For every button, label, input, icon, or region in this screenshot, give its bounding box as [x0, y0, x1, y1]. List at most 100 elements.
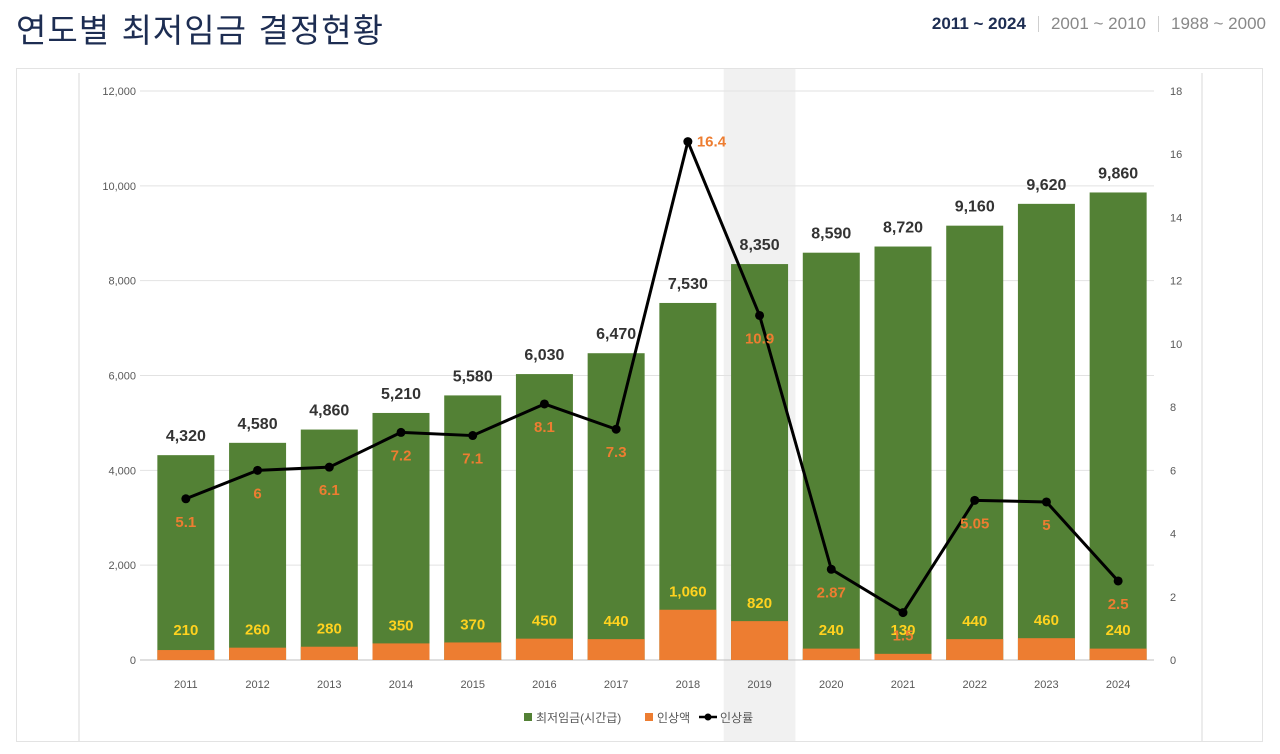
- y-right-tick-label: 16: [1170, 149, 1182, 161]
- increase-amount-bar: [587, 639, 645, 660]
- increase-amount-bar: [157, 650, 215, 660]
- wage-value-label: 8,350: [740, 237, 780, 254]
- legend-swatch-increase-rate-marker: [704, 713, 712, 721]
- minimum-wage-chart: 0 2,000 4,000 6,000 8,000 10,000 12,000 0 2 4 6 8 10…: [78, 69, 1203, 741]
- y-left-tick-label: 10,000: [102, 181, 136, 193]
- y-right-tick-label: 10: [1170, 339, 1182, 351]
- increase-rate-point: [539, 399, 549, 409]
- increase-rate-point: [468, 431, 478, 441]
- increase-amount-label: 440: [962, 613, 987, 630]
- wage-value-label: 9,620: [1026, 177, 1066, 194]
- increase-rate-label: 5.05: [960, 515, 989, 532]
- page-title: 연도별 최저임금 결정현황: [16, 11, 384, 50]
- tab-2011-2024[interactable]: 2011 ~ 2024: [931, 14, 1026, 33]
- increase-rate-point: [396, 427, 406, 437]
- increase-rate-point: [1041, 497, 1051, 507]
- y-right-tick-label: 6: [1170, 465, 1176, 477]
- x-category-label: 2018: [676, 679, 700, 691]
- x-category-label: 2011: [174, 679, 198, 691]
- wage-value-label: 9,860: [1098, 165, 1138, 182]
- x-category-label: 2020: [819, 679, 843, 691]
- wage-value-label: 7,530: [668, 276, 708, 293]
- increase-amount-bar: [874, 653, 932, 660]
- wage-value-label: 6,470: [596, 326, 636, 343]
- increase-amount-bar: [1017, 638, 1075, 660]
- wage-bar: [659, 302, 717, 660]
- increase-rate-point: [611, 424, 621, 434]
- increase-amount-bar: [229, 647, 287, 660]
- wage-value-label: 9,160: [955, 199, 995, 216]
- increase-amount-bar: [659, 609, 717, 660]
- x-category-label: 2012: [245, 679, 269, 691]
- increase-amount-label: 260: [245, 622, 270, 639]
- wage-bar: [946, 225, 1004, 660]
- y-right-tick-label: 14: [1170, 212, 1182, 224]
- x-category-label: 2017: [604, 679, 628, 691]
- increase-amount-label: 130: [890, 622, 915, 639]
- increase-amount-bar: [515, 638, 573, 660]
- increase-rate-point: [826, 564, 836, 574]
- increase-rate-label: 6: [253, 485, 261, 502]
- wage-bar: [874, 246, 932, 660]
- x-category-label: 2016: [532, 679, 556, 691]
- y-right-tick-label: 4: [1170, 529, 1176, 541]
- increase-amount-bar: [444, 642, 502, 660]
- increase-rate-point: [324, 462, 334, 472]
- increase-rate-label: 6.1: [319, 482, 340, 499]
- x-category-label: 2022: [962, 679, 986, 691]
- increase-rate-label: 5: [1042, 517, 1050, 534]
- y-left-tick-label: 12,000: [102, 86, 136, 98]
- wage-bar: [802, 252, 860, 660]
- chart-frame: 0 2,000 4,000 6,000 8,000 10,000 12,000 0 2 4 6 8 10…: [16, 68, 1263, 742]
- wage-value-label: 6,030: [524, 347, 564, 364]
- increase-amount-bar: [372, 643, 430, 660]
- increase-rate-label: 16.4: [697, 134, 727, 151]
- legend-label-increase-rate: 인상률: [720, 711, 753, 725]
- x-category-label: 2013: [317, 679, 341, 691]
- tab-divider: [1157, 16, 1159, 32]
- increase-rate-label: 8.1: [534, 419, 555, 436]
- tab-2001-2010[interactable]: 2001 ~ 2010: [1050, 14, 1146, 33]
- wage-bar: [1017, 203, 1075, 660]
- increase-amount-label: 460: [1034, 612, 1059, 629]
- increase-amount-label: 240: [819, 622, 844, 639]
- y-right-tick-label: 18: [1170, 86, 1182, 98]
- increase-rate-label: 2.87: [817, 584, 846, 601]
- y-right-tick-label: 8: [1170, 402, 1176, 414]
- legend-label-increase-amount: 인상액: [657, 711, 690, 725]
- increase-rate-point: [1113, 576, 1123, 586]
- increase-rate-label: 5.1: [175, 514, 196, 531]
- wage-bar: [1089, 192, 1147, 660]
- increase-rate-label: 10.9: [745, 330, 774, 347]
- increase-rate-point: [970, 495, 980, 505]
- wage-bar: [372, 412, 430, 660]
- x-category-label: 2023: [1034, 679, 1058, 691]
- wage-value-label: 8,590: [811, 226, 851, 243]
- increase-rate-label: 2.5: [1108, 596, 1129, 613]
- wage-value-label: 4,860: [309, 403, 349, 420]
- y-left-tick-label: 0: [130, 655, 136, 667]
- increase-rate-point: [755, 310, 765, 320]
- y-left-tick-label: 8,000: [108, 276, 136, 288]
- increase-amount-label: 820: [747, 595, 772, 612]
- increase-rate-line: [185, 140, 1120, 615]
- increase-amount-label: 210: [173, 622, 198, 639]
- tab-1988-2000[interactable]: 1988 ~ 2000: [1170, 14, 1266, 33]
- wage-value-label: 4,580: [238, 416, 278, 433]
- increase-rate-label: 7.1: [462, 451, 483, 468]
- x-category-label: 2014: [389, 679, 413, 691]
- increase-amount-bar: [731, 621, 789, 660]
- x-category-label: 2015: [460, 679, 484, 691]
- wage-value-label: 5,580: [453, 368, 493, 385]
- x-category-label: 2019: [747, 679, 771, 691]
- increase-amount-bar: [802, 648, 860, 660]
- increase-rate-point: [181, 494, 191, 504]
- wage-value-label: 5,210: [381, 386, 421, 403]
- y-left-tick-label: 2,000: [108, 560, 136, 572]
- increase-amount-bar: [1089, 648, 1147, 660]
- y-left-tick-label: 6,000: [108, 371, 136, 383]
- increase-amount-label: 450: [532, 613, 557, 630]
- y-right-tick-label: 12: [1170, 276, 1182, 288]
- increase-amount-label: 370: [460, 616, 485, 633]
- wage-value-label: 8,720: [883, 220, 923, 237]
